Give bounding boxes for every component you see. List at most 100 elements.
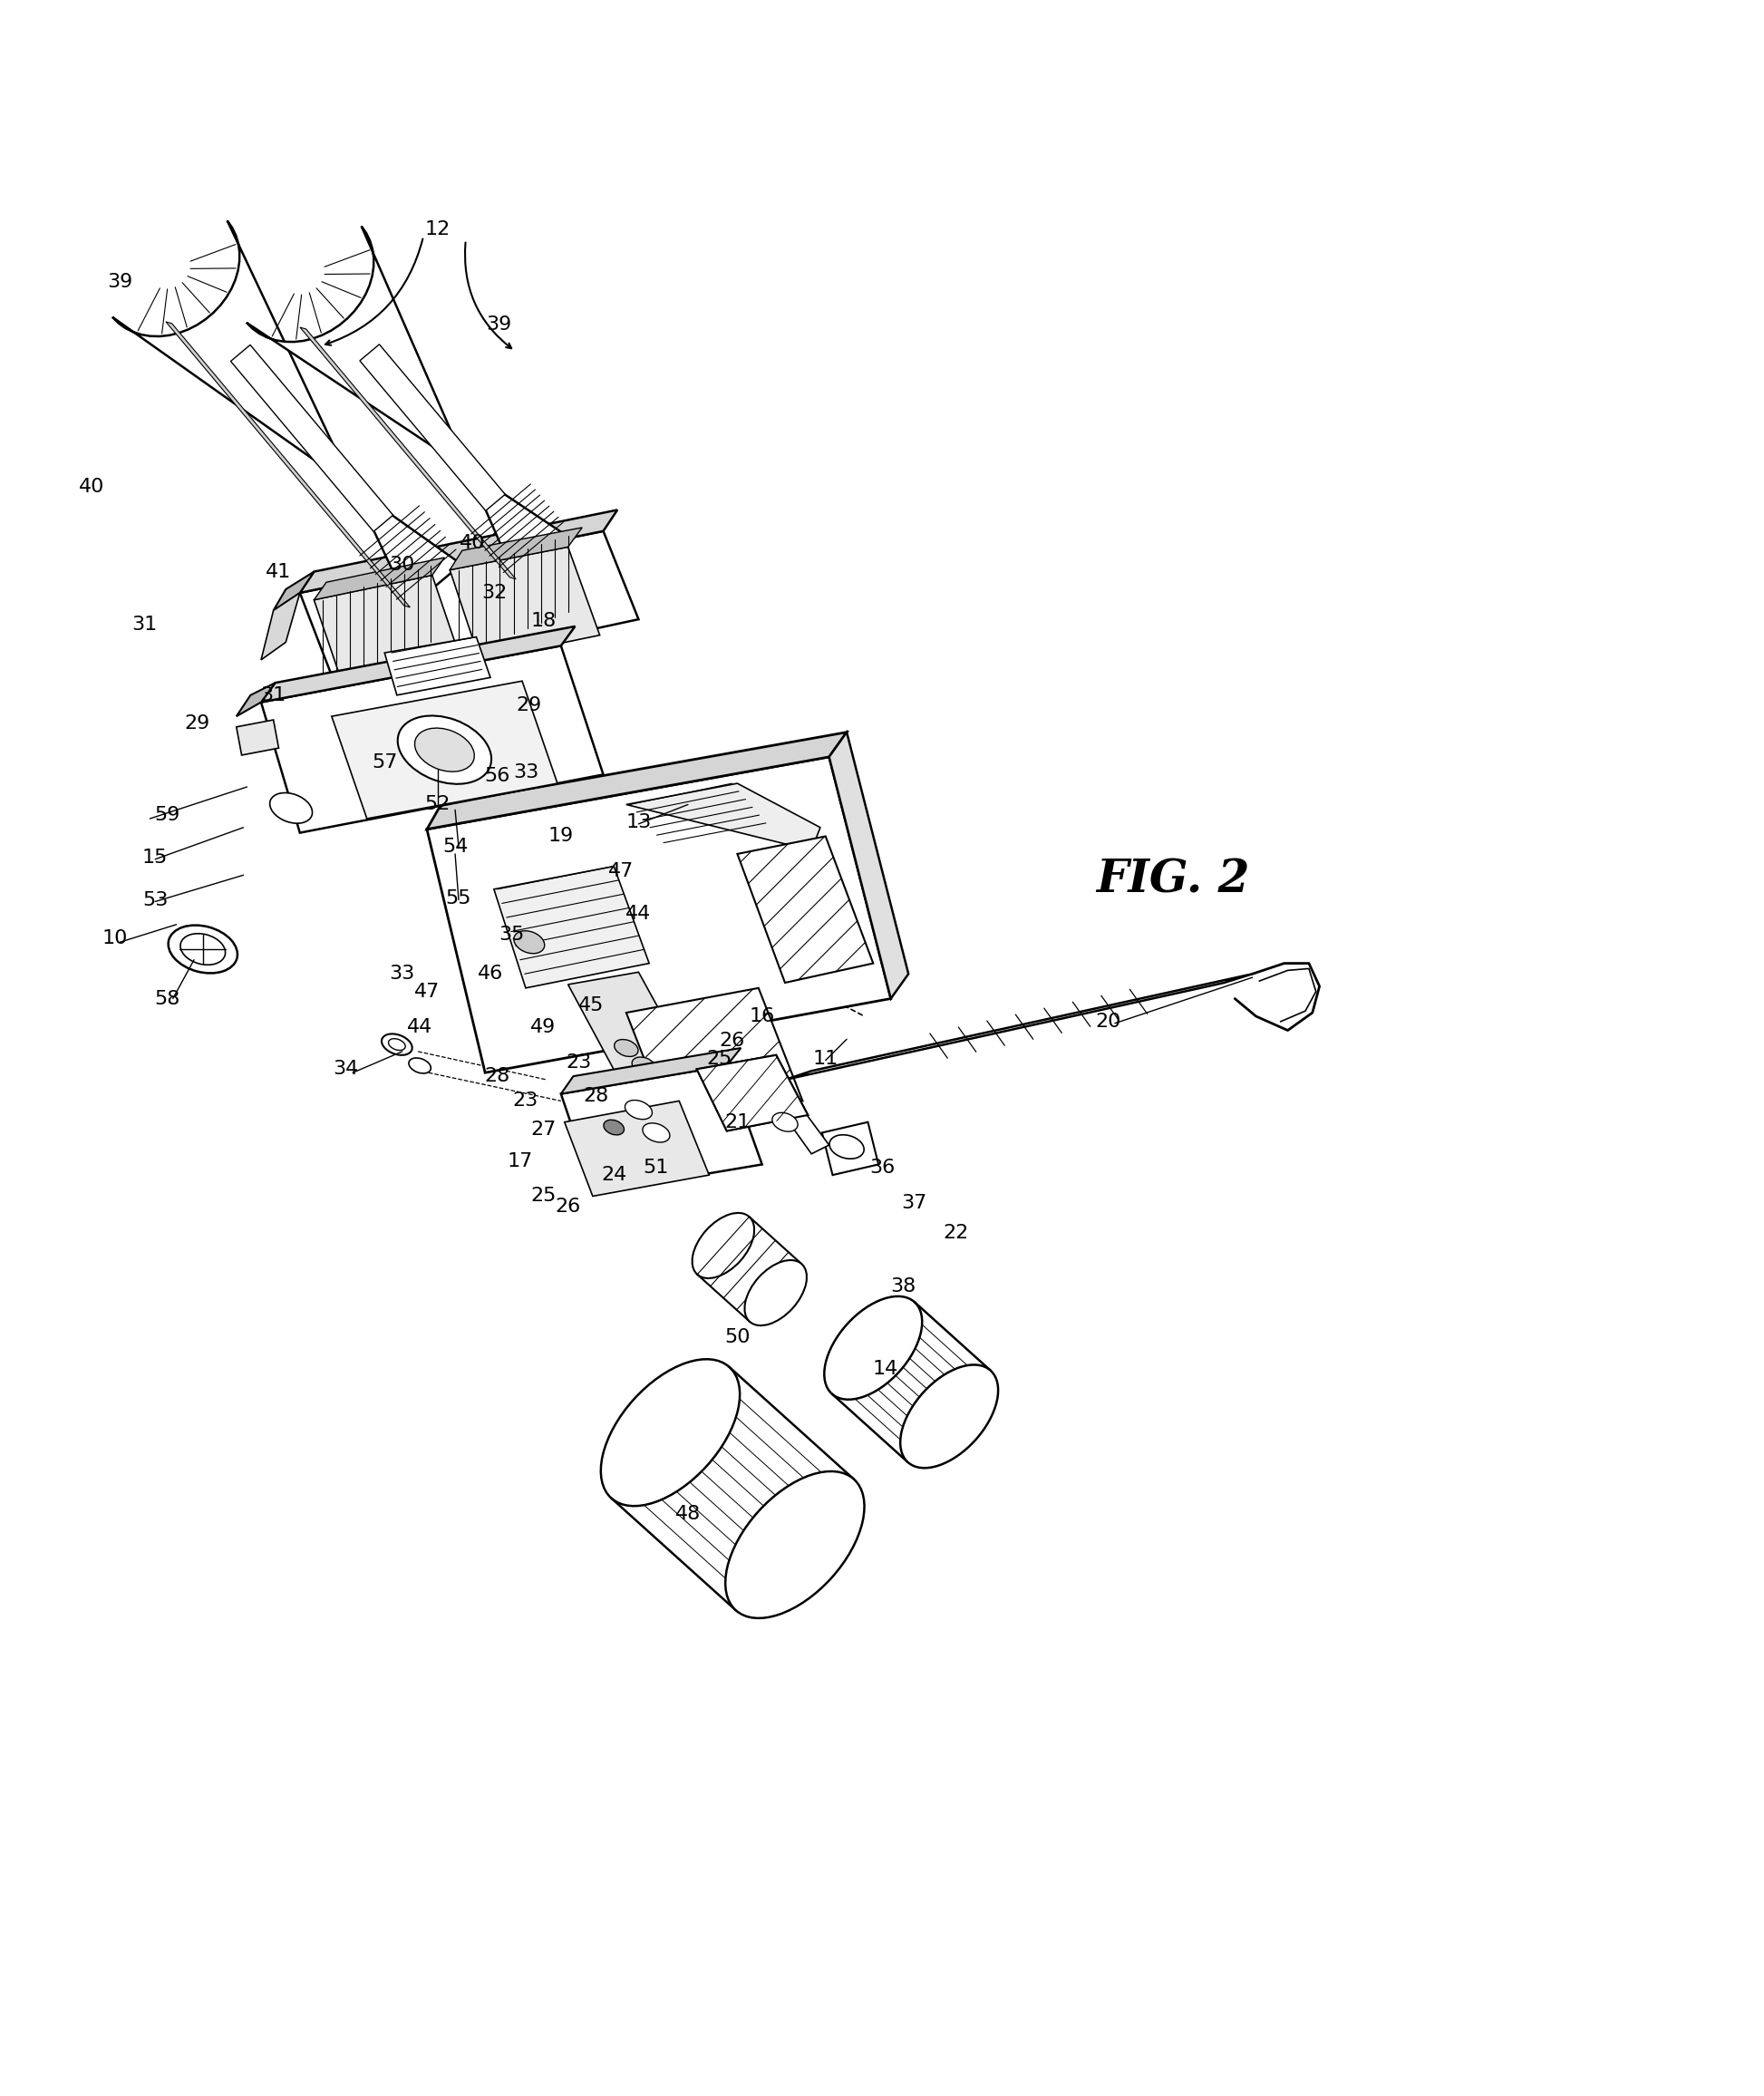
Text: 15: 15 bbox=[143, 849, 168, 866]
Polygon shape bbox=[822, 1121, 878, 1176]
Text: 58: 58 bbox=[155, 989, 180, 1008]
Ellipse shape bbox=[725, 1471, 864, 1618]
Text: 40: 40 bbox=[460, 534, 485, 553]
Text: 38: 38 bbox=[891, 1276, 916, 1295]
Text: 28: 28 bbox=[584, 1086, 609, 1105]
Ellipse shape bbox=[415, 727, 475, 771]
Text: 27: 27 bbox=[531, 1119, 556, 1138]
Text: 52: 52 bbox=[425, 796, 450, 813]
Text: 33: 33 bbox=[390, 964, 415, 983]
Polygon shape bbox=[113, 220, 462, 608]
Text: 37: 37 bbox=[901, 1195, 926, 1211]
Polygon shape bbox=[231, 346, 393, 532]
Polygon shape bbox=[261, 627, 575, 702]
Polygon shape bbox=[247, 226, 568, 578]
Polygon shape bbox=[427, 757, 891, 1073]
Polygon shape bbox=[626, 987, 803, 1126]
Polygon shape bbox=[697, 1054, 808, 1132]
Text: 31: 31 bbox=[261, 685, 286, 704]
Text: FIG. 2: FIG. 2 bbox=[1095, 857, 1251, 903]
Ellipse shape bbox=[744, 1260, 806, 1325]
Ellipse shape bbox=[270, 792, 312, 824]
Ellipse shape bbox=[900, 1364, 998, 1467]
Text: 33: 33 bbox=[513, 763, 538, 782]
Ellipse shape bbox=[603, 1119, 624, 1134]
Ellipse shape bbox=[381, 1033, 413, 1054]
Text: 50: 50 bbox=[725, 1329, 750, 1346]
Polygon shape bbox=[561, 1065, 762, 1193]
Text: 28: 28 bbox=[485, 1067, 510, 1086]
Text: 12: 12 bbox=[425, 220, 450, 239]
Text: 29: 29 bbox=[185, 715, 210, 732]
Polygon shape bbox=[776, 1098, 829, 1155]
Ellipse shape bbox=[602, 1358, 739, 1507]
Polygon shape bbox=[261, 593, 300, 660]
Text: 26: 26 bbox=[720, 1031, 744, 1050]
Ellipse shape bbox=[388, 1040, 406, 1050]
Polygon shape bbox=[737, 836, 873, 983]
Text: 32: 32 bbox=[482, 585, 506, 602]
Ellipse shape bbox=[624, 1100, 653, 1119]
Polygon shape bbox=[273, 572, 314, 610]
Polygon shape bbox=[300, 509, 617, 593]
Ellipse shape bbox=[824, 1295, 923, 1400]
Text: 11: 11 bbox=[813, 1050, 838, 1067]
Text: 55: 55 bbox=[446, 889, 471, 908]
Text: 48: 48 bbox=[676, 1505, 700, 1524]
Polygon shape bbox=[314, 558, 445, 599]
Text: 41: 41 bbox=[266, 562, 291, 581]
Text: 51: 51 bbox=[644, 1159, 669, 1178]
Text: 23: 23 bbox=[513, 1092, 538, 1111]
Ellipse shape bbox=[642, 1123, 670, 1142]
Ellipse shape bbox=[180, 933, 226, 964]
Polygon shape bbox=[829, 732, 908, 998]
Text: 53: 53 bbox=[143, 891, 168, 910]
Text: 35: 35 bbox=[499, 926, 524, 943]
Polygon shape bbox=[332, 681, 557, 820]
Text: 47: 47 bbox=[415, 983, 439, 1000]
Text: 44: 44 bbox=[407, 1019, 432, 1035]
Text: 30: 30 bbox=[390, 555, 415, 574]
Ellipse shape bbox=[691, 1214, 755, 1279]
Text: 47: 47 bbox=[609, 864, 633, 880]
Ellipse shape bbox=[829, 1134, 864, 1159]
Polygon shape bbox=[626, 784, 820, 851]
Text: 23: 23 bbox=[566, 1052, 591, 1071]
Text: 36: 36 bbox=[870, 1159, 894, 1178]
Polygon shape bbox=[236, 683, 275, 717]
Polygon shape bbox=[385, 637, 490, 696]
Text: 18: 18 bbox=[531, 612, 556, 631]
Text: 16: 16 bbox=[750, 1008, 774, 1025]
Ellipse shape bbox=[632, 1056, 656, 1075]
Polygon shape bbox=[261, 646, 603, 832]
Text: 25: 25 bbox=[707, 1050, 732, 1067]
Polygon shape bbox=[785, 975, 1252, 1079]
Text: 21: 21 bbox=[725, 1113, 750, 1132]
Polygon shape bbox=[236, 719, 279, 755]
Text: 45: 45 bbox=[579, 996, 603, 1014]
Polygon shape bbox=[450, 547, 600, 660]
Text: 24: 24 bbox=[602, 1165, 626, 1184]
Text: 40: 40 bbox=[79, 478, 104, 497]
Polygon shape bbox=[314, 574, 462, 687]
Text: 22: 22 bbox=[944, 1224, 968, 1243]
Text: 34: 34 bbox=[333, 1061, 358, 1077]
Text: 26: 26 bbox=[556, 1197, 580, 1216]
Ellipse shape bbox=[168, 924, 238, 973]
Text: 49: 49 bbox=[531, 1019, 556, 1035]
Ellipse shape bbox=[513, 931, 545, 954]
Text: 57: 57 bbox=[372, 752, 397, 771]
Polygon shape bbox=[568, 973, 688, 1075]
Polygon shape bbox=[300, 327, 515, 578]
Text: 44: 44 bbox=[626, 905, 651, 922]
Text: 46: 46 bbox=[478, 964, 503, 983]
Polygon shape bbox=[300, 530, 639, 685]
Ellipse shape bbox=[773, 1113, 797, 1132]
Polygon shape bbox=[494, 866, 649, 987]
Polygon shape bbox=[360, 344, 505, 511]
Polygon shape bbox=[561, 1048, 741, 1094]
Polygon shape bbox=[697, 1054, 808, 1132]
Text: 39: 39 bbox=[487, 316, 512, 333]
Polygon shape bbox=[450, 528, 582, 570]
Text: 20: 20 bbox=[1095, 1012, 1120, 1031]
